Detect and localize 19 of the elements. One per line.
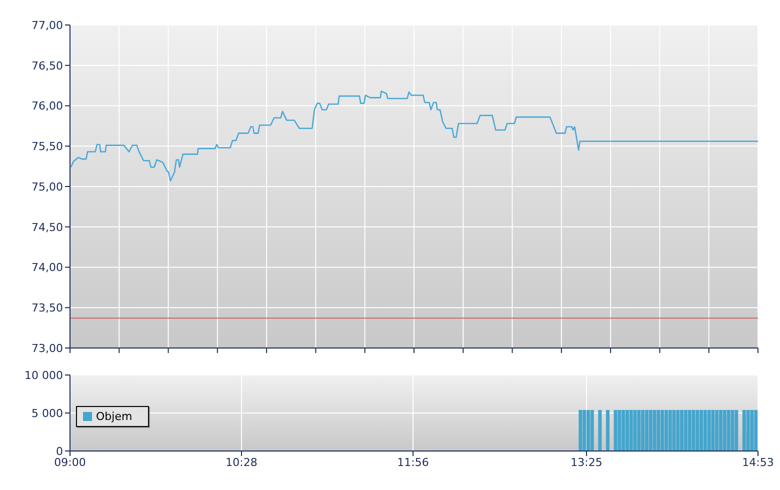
y-tick-label: 75,00 [32,180,63,194]
x-tick-label: 09:00 [54,456,86,469]
x-tick-label: 13:25 [570,456,602,469]
y-tick-label: 74,50 [32,220,63,234]
y-tick-label: 74,00 [32,261,63,274]
y-tick-label: 0 [56,444,63,458]
y-tick-label: 73,00 [32,342,63,355]
line-series [70,90,758,182]
y-tick-label: 75,50 [32,140,63,154]
y-tick-label: 76,00 [32,100,63,113]
legend-label: Objem [96,410,132,423]
y-tick-label: 77,00 [32,18,63,32]
y-tick-label: 76,50 [32,59,63,72]
y-tick-label: 5 000 [32,406,63,420]
y-tick-label: 10 000 [24,368,63,382]
y-tick-label: 73,50 [32,302,63,315]
x-tick-label: 11:56 [397,456,429,469]
x-tick-label: 14:53 [742,456,774,469]
x-tick-label: 10:28 [226,456,258,469]
